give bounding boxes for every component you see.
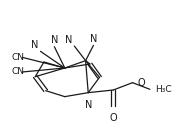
Text: CN: CN	[12, 67, 25, 76]
Text: N: N	[31, 40, 39, 50]
Text: N: N	[65, 35, 73, 45]
Text: CN: CN	[12, 53, 25, 62]
Text: N: N	[51, 35, 58, 45]
Text: N: N	[85, 100, 92, 110]
Text: O: O	[110, 113, 117, 123]
Text: O: O	[137, 78, 145, 88]
Text: N: N	[90, 34, 97, 44]
Text: H₃C: H₃C	[155, 85, 171, 94]
